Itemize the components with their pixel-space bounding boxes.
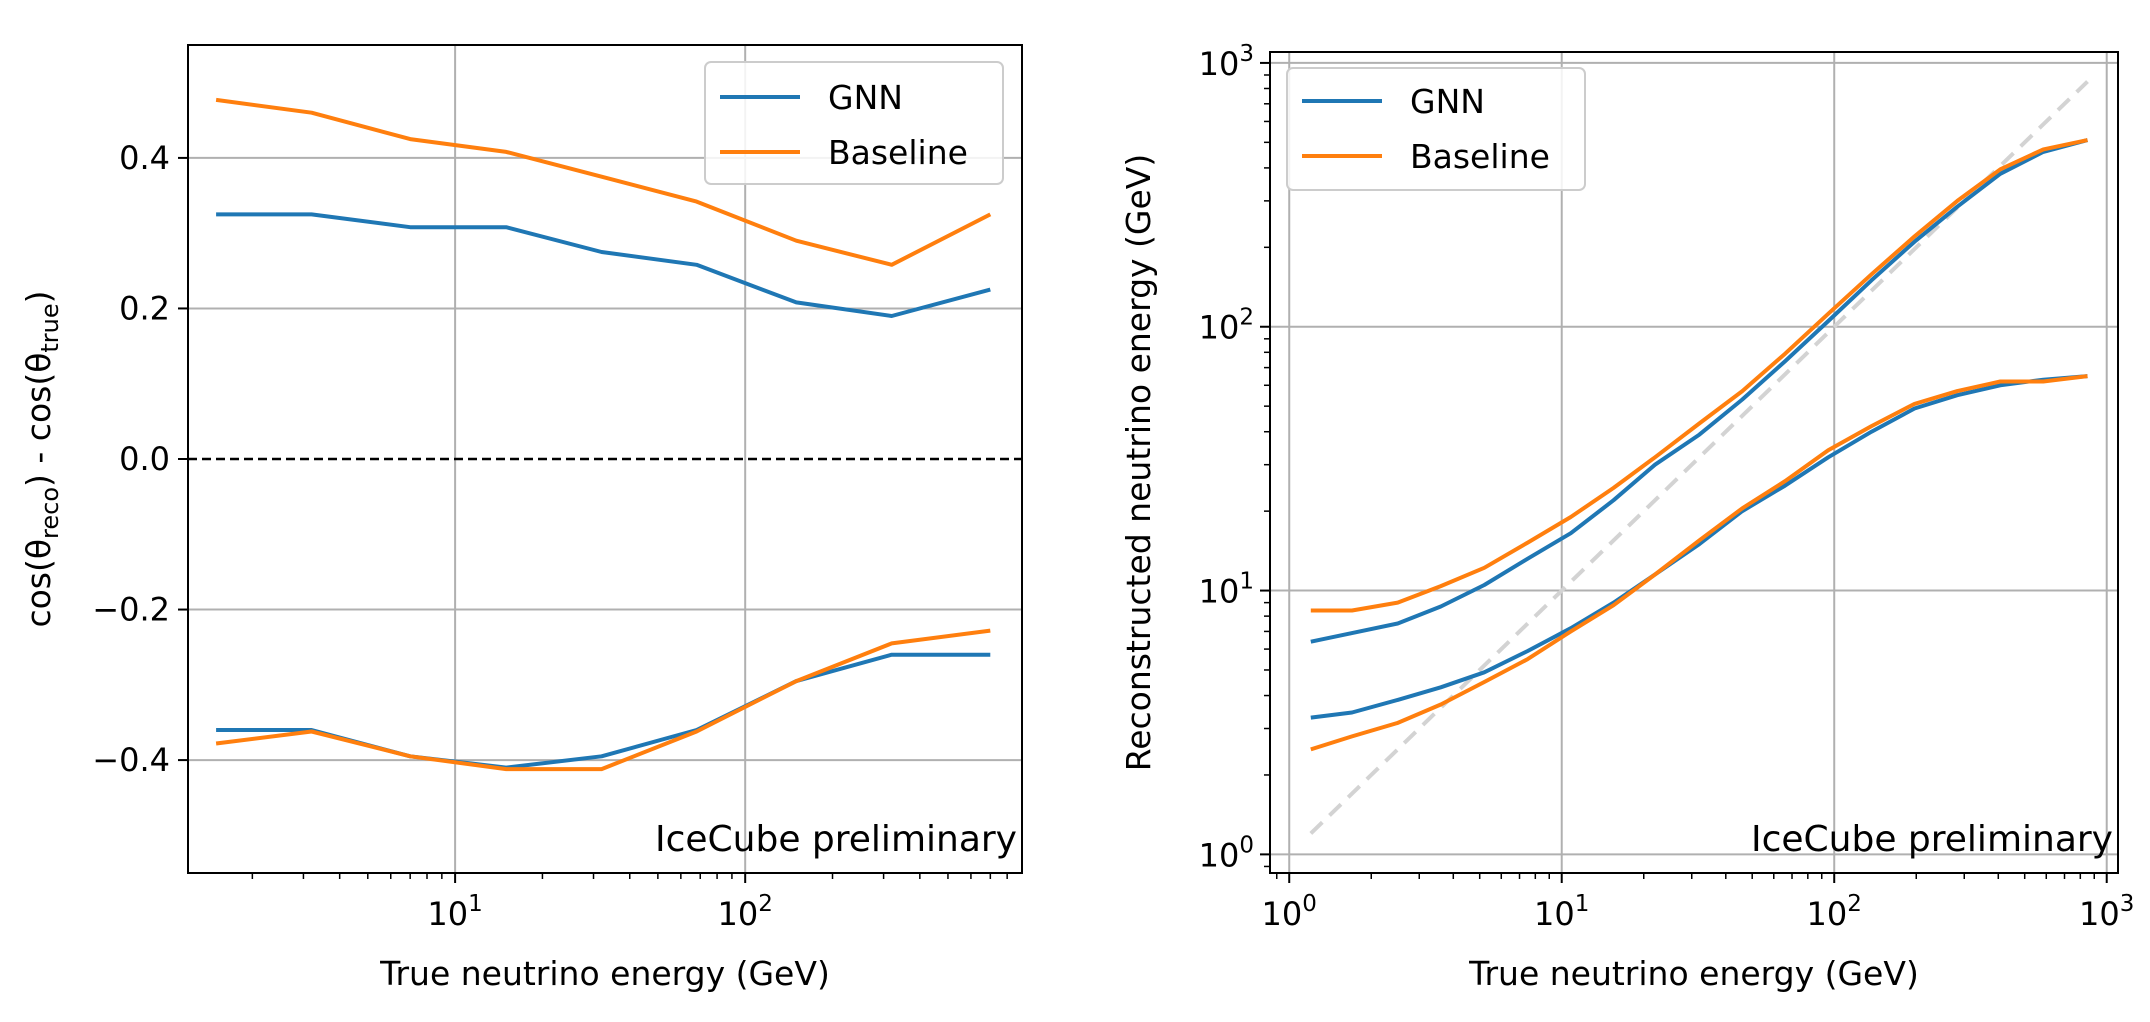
x-tick-label: 102 [1807, 891, 1862, 933]
tick-label-base: 10 [1199, 309, 1240, 347]
series-gnn-upper [1310, 138, 2089, 644]
tick-label-exponent: 2 [1239, 305, 1254, 331]
legend-label-gnn: GNN [828, 78, 903, 117]
tick-label-base: 10 [1534, 895, 1575, 933]
tick-label-exponent: 1 [1239, 569, 1254, 595]
y-tick-label: 103 [1199, 41, 1254, 83]
y-tick-label: 101 [1199, 569, 1254, 611]
tick-label-base: 10 [427, 895, 468, 933]
y-tick-label: −0.2 [92, 591, 170, 629]
y-tick-label: 0.2 [119, 289, 170, 327]
tick-label-base: 10 [1199, 45, 1240, 83]
preliminary-annotation: IceCube preliminary [1751, 819, 2113, 860]
y-tick-label: 102 [1199, 305, 1254, 347]
tick-label-base: 10 [1199, 573, 1240, 611]
series-baseline-upper [1310, 138, 2088, 613]
series-baseline-lower [1310, 374, 2088, 752]
plot-frame [1269, 51, 2119, 874]
tick-label-exponent: 0 [1239, 832, 1254, 858]
series-baseline-upper [215, 97, 992, 267]
tick-label-exponent: 3 [1239, 41, 1254, 67]
y-axis-label-text: ) - cos(θ [19, 353, 58, 487]
x-tick-label: 103 [2079, 891, 2134, 933]
tick-label-exponent: 3 [2120, 891, 2135, 917]
tick-label-base: 10 [718, 895, 759, 933]
y-axis-label-subscript: reco [36, 487, 64, 539]
y-tick-label: 0.0 [119, 440, 170, 478]
tick-label-exponent: 0 [1302, 891, 1317, 917]
y-axis-label-subscript: true [36, 303, 64, 352]
legend-label-baseline: Baseline [828, 133, 968, 172]
y-axis-label-text: cos(θ [19, 539, 58, 628]
x-tick-label: 100 [1262, 891, 1317, 933]
legend-box [1286, 67, 1586, 191]
y-tick-label: 100 [1199, 832, 1254, 874]
x-axis-label: True neutrino energy (GeV) [1468, 954, 1919, 993]
series-baseline-lower [215, 628, 991, 772]
tick-label-base: 10 [1199, 836, 1240, 874]
y-axis-label-text: ) [19, 290, 58, 303]
tick-label-exponent: 1 [1575, 891, 1590, 917]
y-axis-label: Reconstructed neutrino energy (GeV) [1119, 154, 1158, 772]
y-tick-label: 0.4 [119, 139, 170, 177]
tick-label-exponent: 2 [758, 891, 773, 917]
legend: GNN Baseline [704, 61, 1004, 185]
y-tick-label: −0.4 [92, 741, 170, 779]
tick-label-base: 10 [1807, 895, 1848, 933]
legend-label-baseline: Baseline [1410, 137, 1550, 176]
series-gnn-lower [216, 652, 991, 770]
tick-label-base: 10 [1262, 895, 1303, 933]
x-tick-label: 101 [1534, 891, 1589, 933]
y-axis-label: cos(θreco) - cos(θtrue) [19, 290, 64, 627]
series-gnn-upper [216, 212, 991, 318]
x-axis-label: True neutrino energy (GeV) [379, 954, 830, 993]
preliminary-annotation: IceCube preliminary [655, 819, 1017, 860]
tick-label-exponent: 1 [468, 891, 483, 917]
x-tick-label: 101 [427, 891, 482, 933]
legend-label-gnn: GNN [1410, 82, 1485, 121]
legend: GNN Baseline [1286, 67, 1586, 191]
tick-label-exponent: 2 [1847, 891, 1862, 917]
series-gnn-lower [1310, 374, 2088, 720]
tick-label-base: 10 [2079, 895, 2120, 933]
x-tick-label: 102 [718, 891, 773, 933]
